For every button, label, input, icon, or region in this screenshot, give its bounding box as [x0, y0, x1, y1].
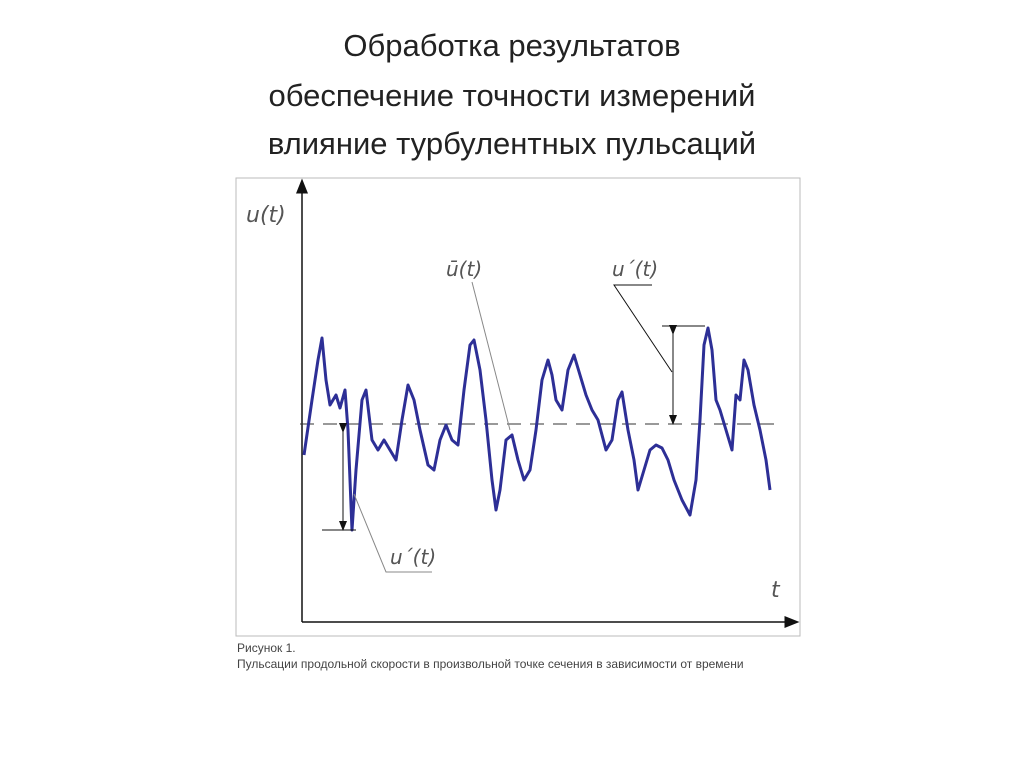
- fluctuation-label: u´(t): [390, 545, 436, 569]
- leader-line: [613, 284, 673, 373]
- title-line: влияние турбулентных пульсаций: [267, 126, 757, 161]
- title-line: обеспечение точности измерений: [268, 78, 756, 113]
- fluctuation-label: u´(t): [612, 257, 658, 281]
- caption-title: Рисунок 1.: [237, 641, 296, 655]
- y-axis-label: u(t): [246, 203, 286, 228]
- leader-line: [353, 493, 432, 573]
- figure-frame: [235, 177, 801, 637]
- title-line: Обработка результатов: [343, 28, 681, 63]
- leader-line: [471, 281, 511, 431]
- x-axis-label: t: [771, 578, 781, 603]
- signal-curve: [302, 326, 772, 532]
- caption-text: Пульсации продольной скорости в произвол…: [237, 657, 744, 671]
- mean-label: ū(t): [446, 257, 482, 281]
